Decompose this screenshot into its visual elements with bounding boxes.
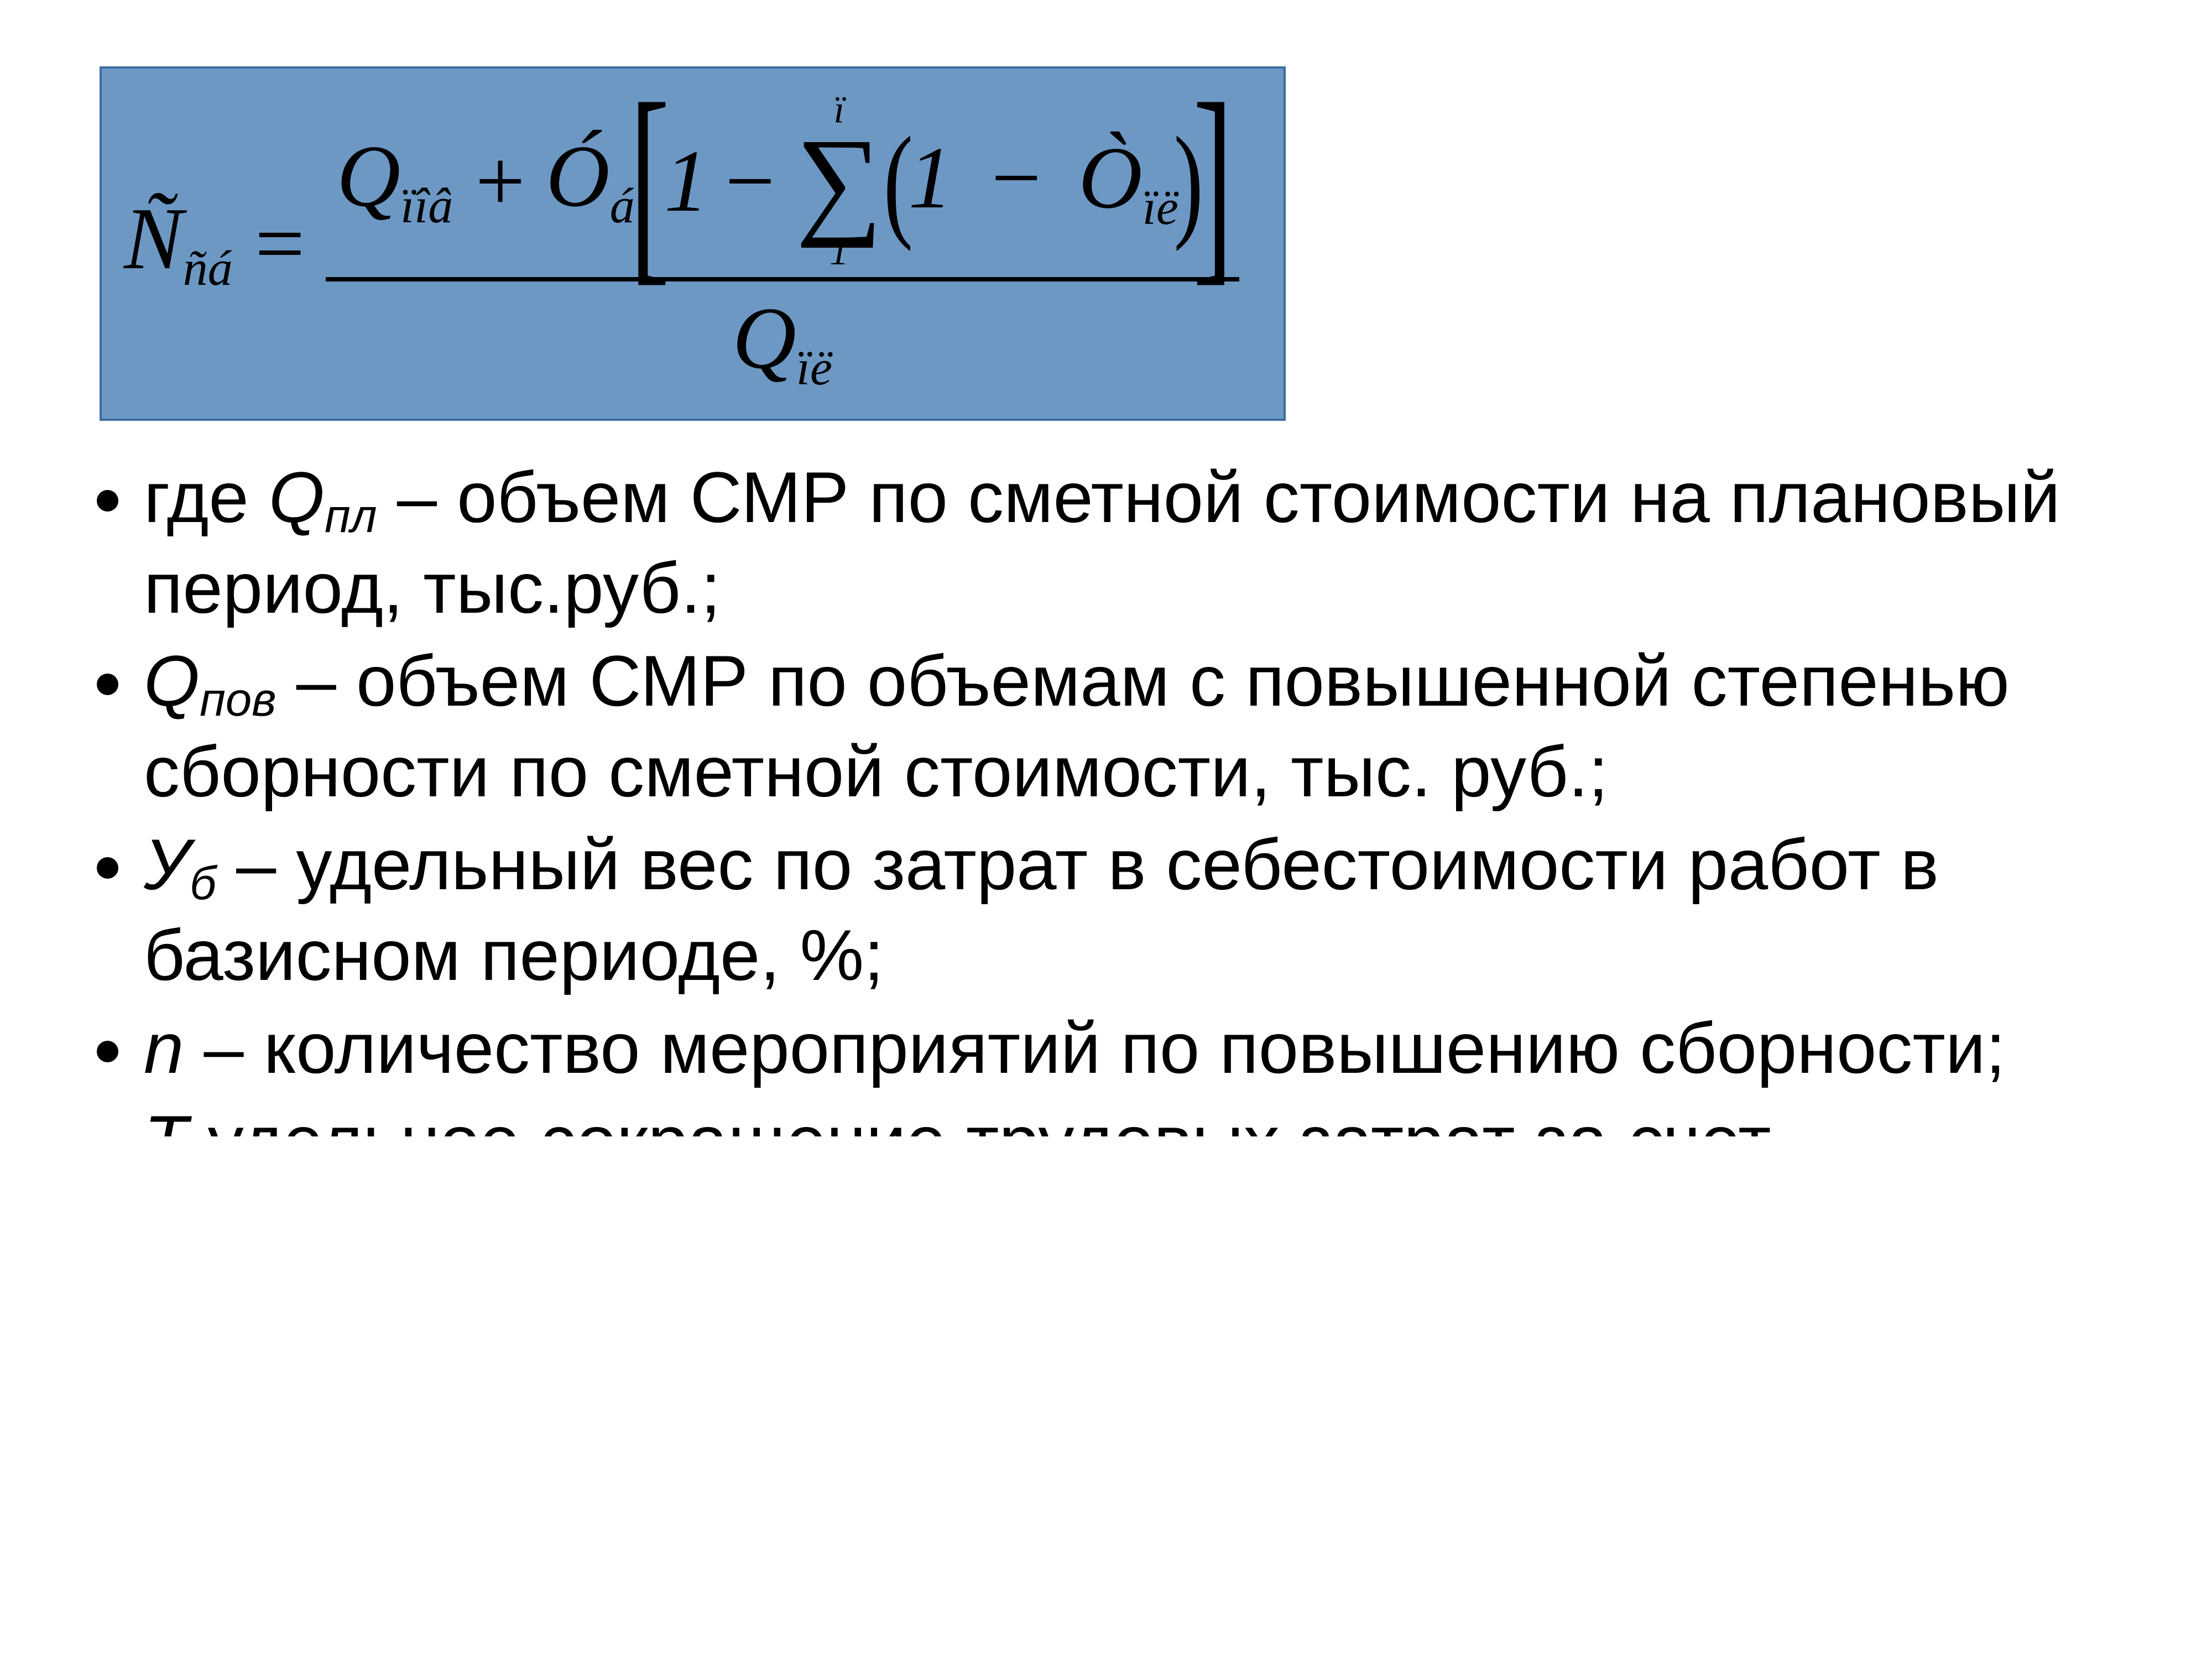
numerator: Qïîâ + Óá [ 1 − ï ∑ 1	[326, 91, 1239, 272]
den-Q: Qïë	[732, 287, 832, 397]
paren-inside: 1 − Òïë	[908, 127, 1178, 236]
plus-sign: +	[453, 130, 546, 232]
slide: Ññá = Qïîâ + Óá [ 1 −	[0, 0, 2212, 1659]
left-bracket: [	[629, 95, 670, 268]
paren-group: ( 1 − Òïë )	[888, 127, 1199, 236]
sigma-block: ï ∑ 1	[796, 91, 883, 272]
definition-item: Уб – удельный вес по затрат в себестоимо…	[144, 821, 2146, 998]
definition-item-cutoff: Т удельное сокращение трудовых затрат за…	[144, 1098, 2146, 1136]
formula-box: Ññá = Qïîâ + Óá [ 1 −	[100, 66, 1286, 421]
lhs-main: Ñ	[124, 189, 183, 288]
definition-item: Qпов – объем СМР по объемам с повышенной…	[144, 638, 2146, 815]
num-O: Óá	[546, 132, 635, 231]
left-paren: (	[883, 131, 913, 232]
num-Q: Qïîâ	[337, 132, 453, 231]
equals-sign: =	[233, 192, 326, 295]
sigma-symbol: ∑	[796, 129, 883, 233]
one-a: 1	[664, 130, 708, 232]
lhs-sub: ñá	[183, 241, 233, 296]
sigma-bottom: 1	[830, 233, 849, 272]
fraction: Qïîâ + Óá [ 1 − ï ∑ 1	[326, 91, 1239, 397]
denominator: Qïë	[721, 287, 843, 397]
lhs: Ññá	[124, 194, 233, 294]
formula: Ññá = Qïîâ + Óá [ 1 −	[124, 91, 1239, 397]
one-b: 1	[908, 128, 952, 227]
right-bracket: ]	[1193, 95, 1233, 268]
minus-b: −	[974, 128, 1056, 227]
definition-item: n – количество мероприятий по повышению …	[144, 1005, 2146, 1091]
minus-a: −	[708, 130, 790, 232]
definition-list: где Qпл – объем СМР по сметной стоимости…	[66, 454, 2146, 1136]
bracket-group: [ 1 − ï ∑ 1 (	[635, 91, 1228, 272]
fraction-bar	[326, 277, 1239, 281]
definition-item: где Qпл – объем СМР по сметной стоимости…	[144, 454, 2146, 631]
bracket-inside: 1 − ï ∑ 1 ( 1	[664, 91, 1198, 272]
inner-O: Òïë	[1078, 128, 1178, 227]
